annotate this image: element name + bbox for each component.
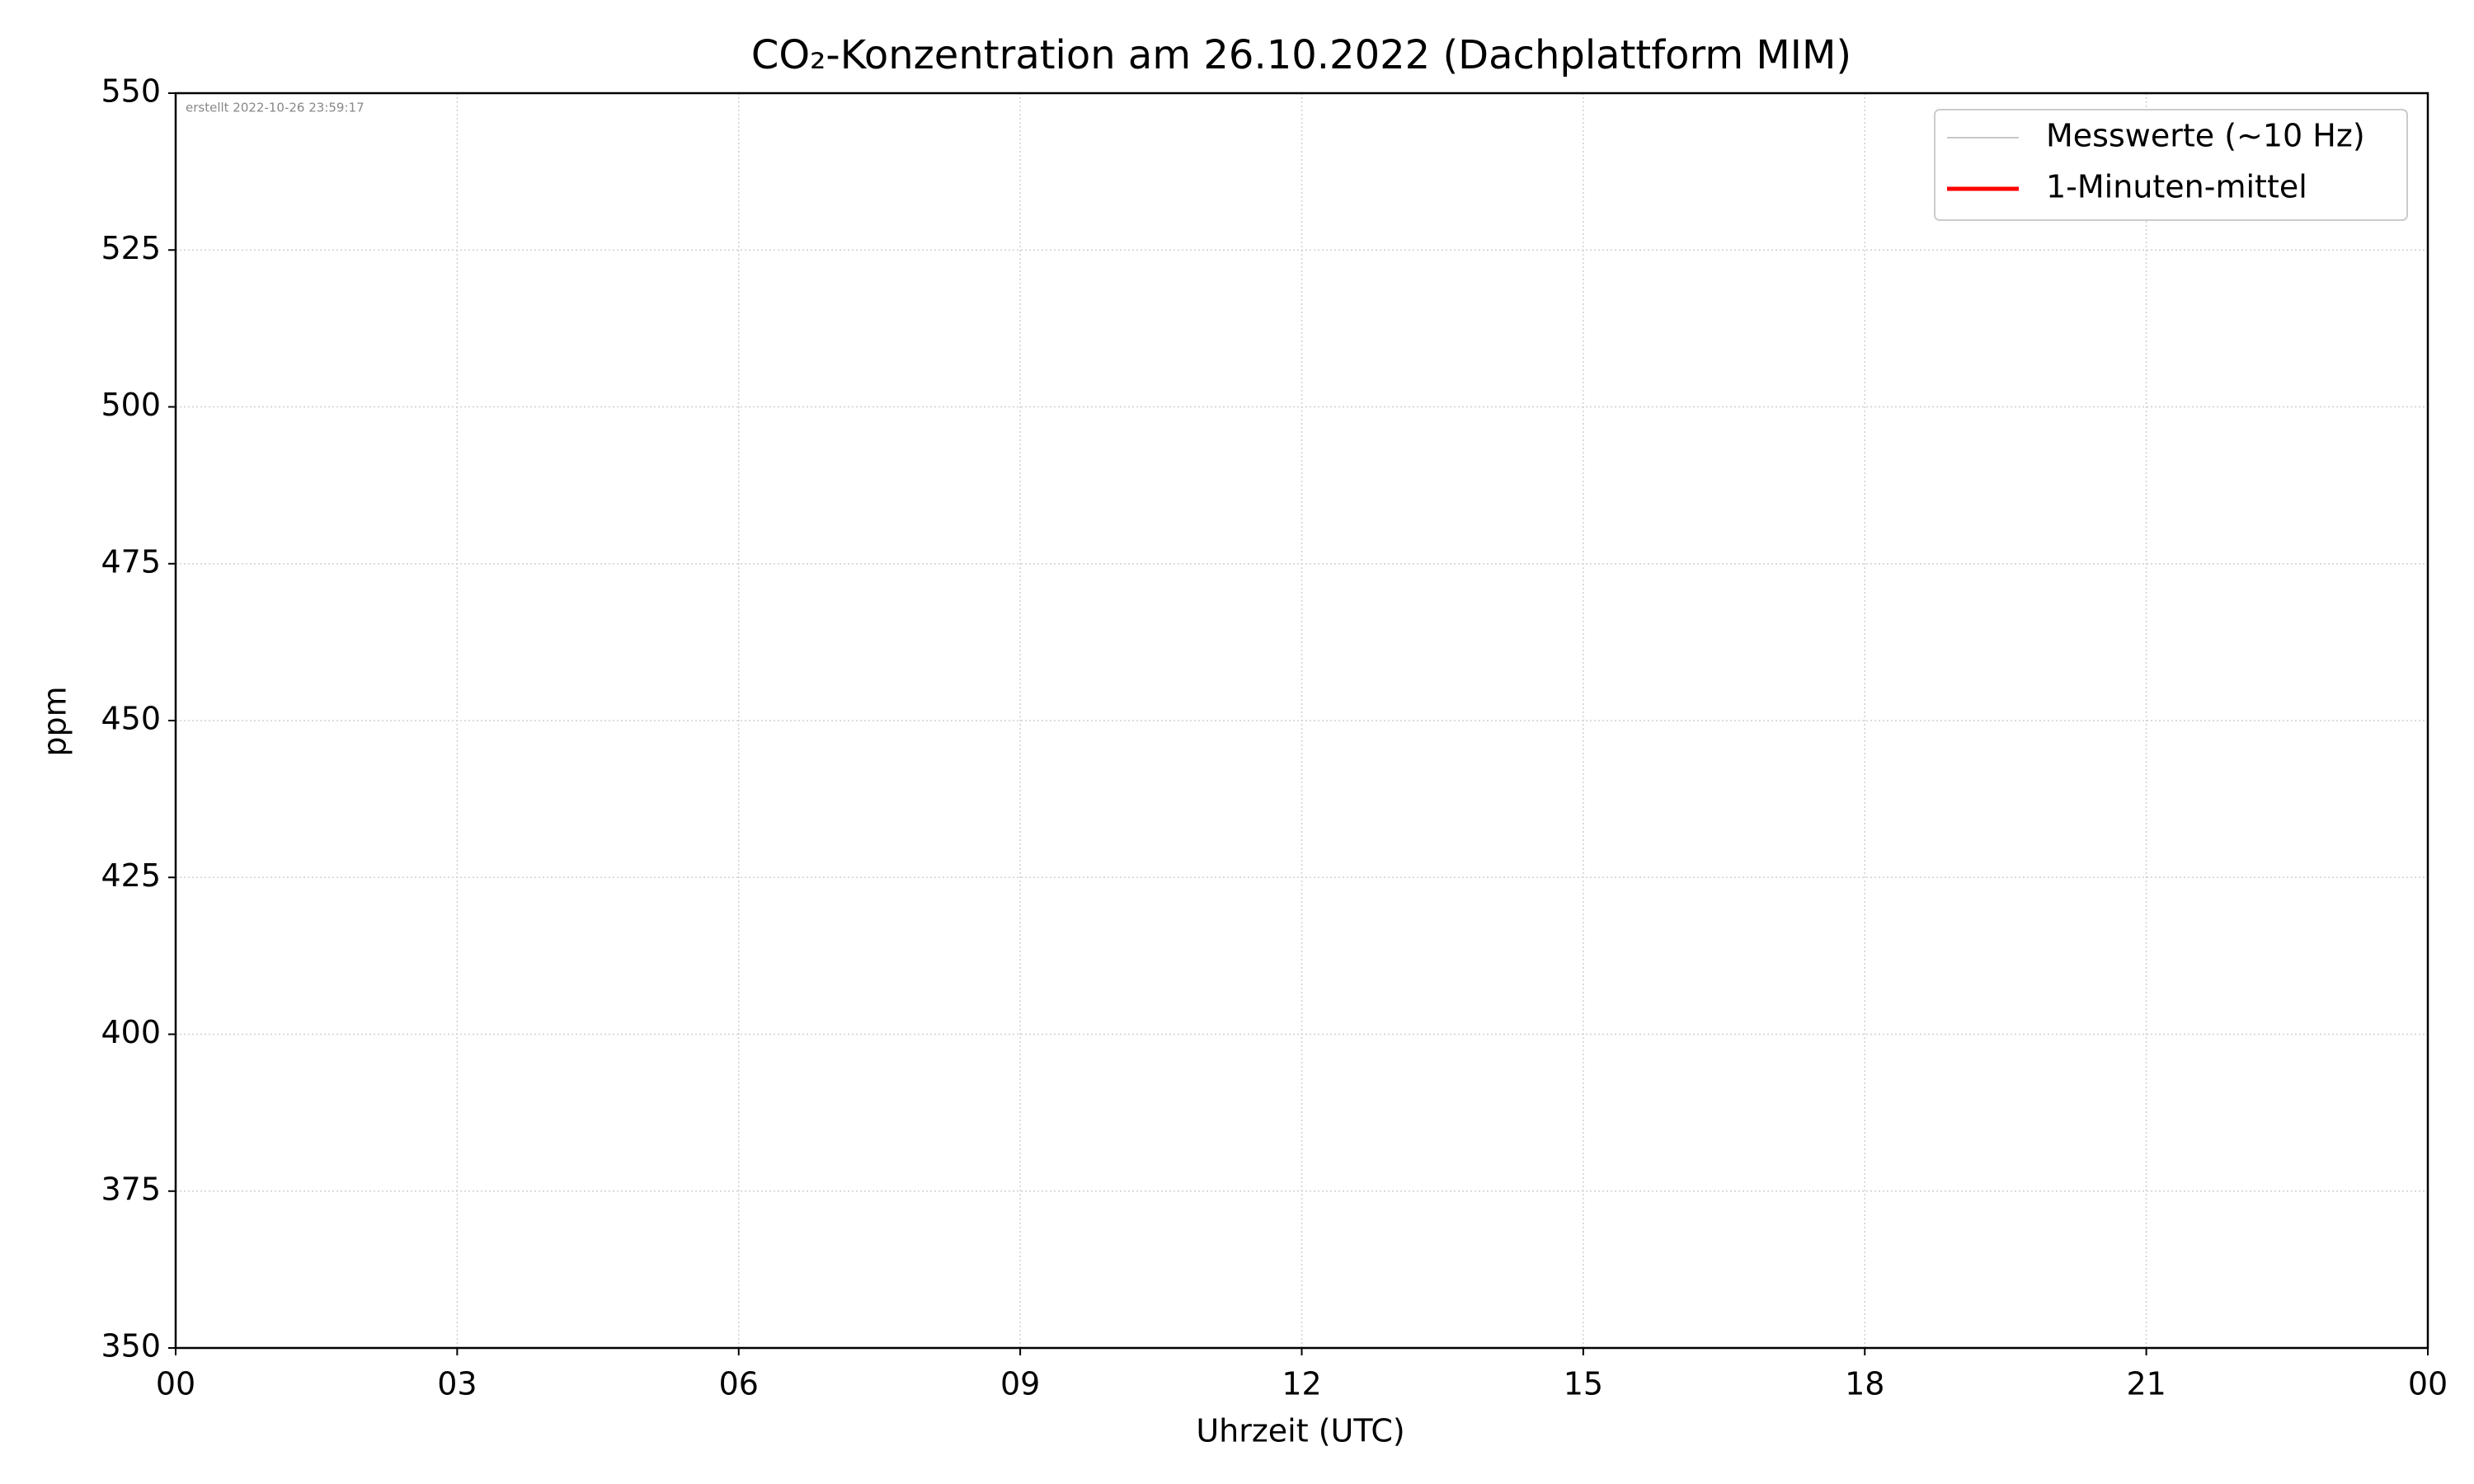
chart-title: CO₂-Konzentration am 26.10.2022 (Dachpla… xyxy=(751,32,1851,78)
x-tick-label: 12 xyxy=(1282,1366,1321,1402)
y-tick-label: 550 xyxy=(101,73,161,110)
x-tick-label: 00 xyxy=(156,1366,195,1402)
y-tick-label: 400 xyxy=(101,1014,161,1050)
x-tick-label: 21 xyxy=(2126,1366,2166,1402)
x-tick-label: 15 xyxy=(1564,1366,1603,1402)
y-tick-label: 525 xyxy=(101,230,161,266)
y-tick-label: 475 xyxy=(101,543,161,580)
annotation: erstellt 2022-10-26 23:59:17 xyxy=(186,101,365,115)
y-tick-label: 375 xyxy=(101,1171,161,1207)
y-axis-label: ppm xyxy=(37,686,73,756)
y-tick-label: 425 xyxy=(101,857,161,894)
x-axis-label: Uhrzeit (UTC) xyxy=(1196,1413,1404,1449)
x-tick-label: 03 xyxy=(437,1366,477,1402)
x-tick-label: 00 xyxy=(2408,1366,2448,1402)
x-tick-label: 09 xyxy=(1000,1366,1040,1402)
x-tick-label: 06 xyxy=(719,1366,759,1402)
legend-box xyxy=(1934,109,2408,221)
y-tick-label: 350 xyxy=(101,1328,161,1364)
y-tick-label: 500 xyxy=(101,387,161,423)
plot-frame xyxy=(174,92,2429,1350)
legend-label: 1-Minuten-mittel xyxy=(2046,169,2307,205)
x-tick-label: 18 xyxy=(1845,1366,1884,1402)
legend-label: Messwerte (~10 Hz) xyxy=(2046,118,2365,154)
y-tick-label: 450 xyxy=(101,701,161,737)
